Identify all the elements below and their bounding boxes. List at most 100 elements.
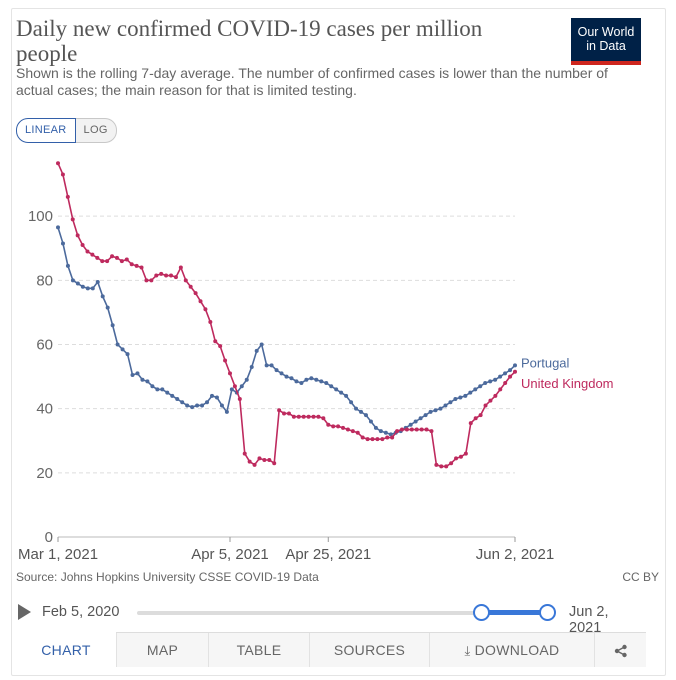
data-point: [70, 217, 75, 222]
logo-line-2: in Data: [586, 39, 626, 53]
tab-download[interactable]: ⤓ DOWNLOAD: [429, 633, 594, 667]
chart-subtitle: Shown is the rolling 7-day average. The …: [16, 65, 608, 98]
license-link[interactable]: CC BY: [622, 570, 659, 584]
tab-sources-label: SOURCES: [333, 642, 406, 658]
play-icon[interactable]: [18, 604, 31, 620]
tab-share[interactable]: [594, 633, 646, 667]
data-point: [90, 286, 95, 291]
data-point: [80, 243, 85, 248]
data-point: [503, 371, 508, 376]
data-point: [428, 409, 433, 414]
data-point: [175, 397, 180, 402]
data-point: [483, 381, 488, 385]
data-point: [284, 374, 289, 379]
data-point: [291, 414, 296, 419]
data-point: [247, 459, 252, 464]
data-point: [105, 305, 110, 310]
data-point: [488, 398, 493, 403]
y-tick-label: 0: [45, 529, 53, 546]
data-point: [319, 379, 324, 384]
data-point: [336, 424, 341, 429]
data-point: [60, 241, 65, 246]
data-point: [429, 429, 434, 434]
tab-bar: CHART MAP TABLE SOURCES ⤓ DOWNLOAD: [16, 632, 646, 667]
y-tick-label: 60: [36, 337, 53, 354]
source-note[interactable]: Source: Johns Hopkins University CSSE CO…: [16, 570, 319, 584]
series-label: United Kingdom: [521, 376, 614, 391]
owid-logo[interactable]: Our World in Data: [571, 18, 641, 65]
data-point: [203, 307, 208, 312]
data-point: [65, 263, 70, 268]
data-point: [326, 422, 331, 427]
data-point: [423, 413, 428, 418]
data-point: [299, 381, 304, 385]
data-point: [478, 413, 483, 418]
data-point: [145, 379, 150, 384]
data-point: [439, 464, 444, 469]
data-point: [200, 403, 205, 408]
linear-scale-button[interactable]: LINEAR: [16, 118, 76, 143]
data-point: [205, 400, 210, 405]
timeline-end-handle[interactable]: [538, 604, 556, 621]
data-point: [513, 363, 517, 368]
log-scale-button[interactable]: LOG: [75, 118, 117, 143]
data-point: [341, 425, 346, 430]
data-point: [409, 427, 414, 432]
data-point: [185, 403, 190, 408]
data-point: [56, 161, 60, 166]
data-point: [257, 456, 262, 461]
data-point: [350, 429, 355, 434]
data-point: [483, 403, 488, 408]
timeline-track[interactable]: [137, 611, 547, 615]
tab-table[interactable]: TABLE: [208, 633, 309, 667]
data-point: [120, 347, 125, 352]
series-label: Portugal: [521, 355, 570, 370]
tab-map[interactable]: MAP: [116, 633, 208, 667]
data-point: [169, 273, 174, 278]
data-point: [329, 384, 334, 389]
data-point: [125, 352, 130, 357]
timeline-start-label: Feb 5, 2020: [42, 604, 120, 620]
timeline-start-handle[interactable]: [472, 604, 490, 621]
data-point: [331, 424, 336, 429]
data-point: [119, 259, 124, 264]
data-point: [316, 414, 321, 419]
share-icon: [614, 645, 627, 658]
data-point: [370, 437, 375, 442]
data-point: [95, 255, 100, 260]
data-point: [438, 406, 443, 411]
data-point: [473, 387, 478, 392]
data-point: [213, 339, 218, 344]
data-point: [100, 259, 105, 264]
data-point: [154, 273, 159, 278]
data-point: [363, 413, 368, 418]
data-point: [413, 419, 418, 424]
data-point: [80, 284, 85, 289]
data-point: [418, 416, 423, 421]
data-point: [385, 435, 390, 440]
data-point: [334, 387, 339, 392]
data-point: [493, 393, 498, 398]
data-point: [373, 425, 378, 430]
tab-sources[interactable]: SOURCES: [309, 633, 429, 667]
data-point: [223, 358, 228, 363]
data-point: [259, 342, 264, 347]
data-point: [56, 225, 60, 230]
data-point: [159, 271, 164, 276]
chart-card: [11, 8, 666, 676]
data-point: [115, 342, 120, 347]
data-point: [473, 416, 478, 421]
data-point: [244, 377, 249, 382]
tab-map-label: MAP: [146, 642, 179, 658]
tab-chart[interactable]: CHART: [16, 632, 116, 667]
data-point: [219, 403, 224, 408]
data-point: [359, 409, 364, 414]
data-point: [190, 405, 195, 410]
scale-toggle: LINEAR LOG: [16, 118, 117, 143]
data-point: [458, 454, 463, 459]
data-point: [130, 372, 135, 377]
data-point: [444, 464, 449, 469]
data-point: [198, 299, 203, 304]
data-point: [214, 395, 219, 400]
data-point: [262, 458, 267, 462]
